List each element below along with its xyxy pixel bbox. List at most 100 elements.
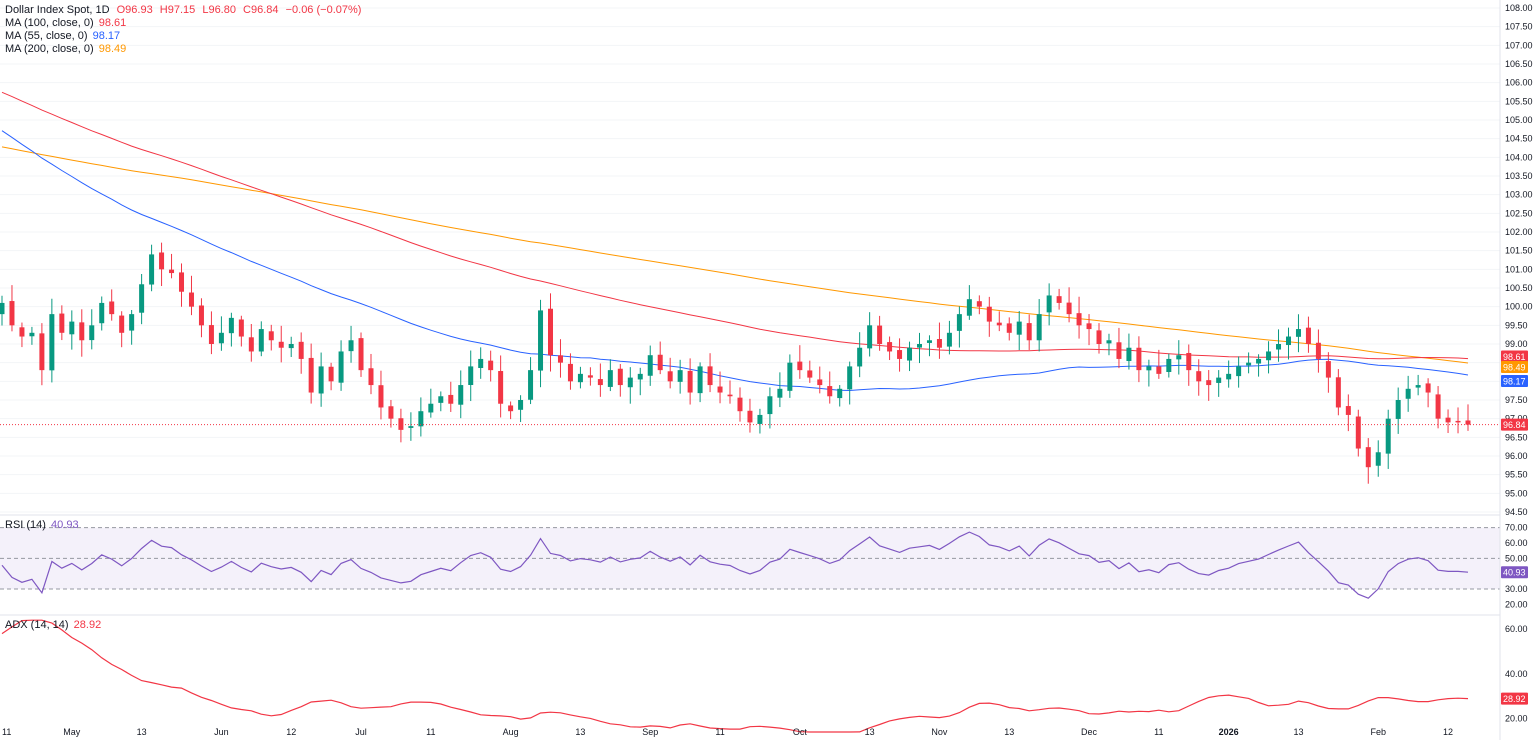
price-axis[interactable]: 94.5095.0095.5096.0096.5097.0097.5098.00… (1505, 3, 1533, 517)
candle-body (797, 361, 803, 371)
candle-body (188, 292, 194, 307)
candle-body (368, 368, 374, 386)
price-tick-label: 103.50 (1505, 171, 1533, 181)
rsi-badge: 40.93 (1503, 568, 1526, 578)
time-axis[interactable]: 11 May 13 Jun 12 Jul 11 Aug 13 Sep 11 Oct 13 Nov 13 Dec… (2, 727, 1453, 737)
time-tick-label: 13 (1004, 727, 1014, 737)
price-tick-label: 105.00 (1505, 115, 1533, 125)
candle-body (169, 269, 175, 274)
candle-body (707, 366, 713, 386)
candle-body (936, 339, 942, 348)
adx-axis[interactable]: 20.00 40.00 60.00 (1505, 624, 1528, 723)
candle-body (458, 385, 464, 405)
candle-body (667, 371, 673, 382)
price-tick-label: 105.50 (1505, 96, 1533, 106)
candlestick-series (0, 242, 1471, 484)
candle-body (827, 386, 833, 397)
candle-body (1325, 361, 1331, 378)
time-tick-label: 11 (2, 727, 11, 737)
ma200-line (1, 146, 1469, 364)
candle-body (49, 314, 55, 371)
candle-body (1186, 352, 1192, 371)
candle-body (1465, 420, 1471, 425)
rsi-tick-label: 30.00 (1505, 584, 1528, 594)
last-price-badge: 96.84 (1503, 420, 1526, 430)
candle-body (837, 388, 843, 399)
candle-body (1276, 344, 1282, 350)
price-tick-label: 96.00 (1505, 451, 1528, 461)
adx-tick-label: 40.00 (1505, 669, 1528, 679)
candle-body (1126, 347, 1132, 362)
ma100-label: MA (100, close, 0) (5, 17, 94, 29)
ma100-legend[interactable]: MA (100, close, 0) 98.61 (5, 17, 126, 30)
candle-body (418, 411, 424, 427)
candle-body (1335, 377, 1341, 408)
candle-body (328, 366, 334, 382)
rsi-tick-label: 20.00 (1505, 599, 1528, 609)
time-tick-label: 11 (715, 727, 724, 737)
candle-body (228, 317, 234, 334)
candle-body (587, 375, 593, 378)
candle-body (867, 325, 873, 349)
candle-body (986, 306, 992, 322)
candle-body (1455, 420, 1461, 423)
candle-body (996, 322, 1002, 326)
adx-badge-bg (1501, 692, 1528, 705)
candle-body (757, 414, 763, 424)
time-tick-label: 2026 (1219, 727, 1239, 737)
ma200-value: 98.49 (98, 43, 127, 55)
candle-body (308, 357, 314, 393)
adx-pane[interactable] (1, 619, 1469, 733)
ohlc-legend[interactable]: Dollar Index Spot, 1D O96.93 H97.15 L96.… (5, 4, 361, 17)
ma55-line (1, 130, 1469, 392)
candle-body (69, 321, 75, 335)
candle-body (1176, 355, 1182, 360)
candle-body (1365, 447, 1371, 468)
candle-body (438, 396, 444, 403)
candle-body (1375, 452, 1381, 466)
ma200-badge: 98.49 (1503, 363, 1526, 373)
candle-body (378, 385, 384, 408)
rsi-line (1, 531, 1469, 599)
candle-body (428, 403, 434, 413)
symbol-title[interactable]: Dollar Index Spot, 1D (5, 4, 110, 16)
candle-body (1256, 358, 1262, 364)
candle-body (29, 332, 35, 337)
candle-body (1026, 323, 1032, 341)
candle-body (1355, 416, 1361, 449)
candle-body (488, 360, 494, 371)
price-tick-label: 104.00 (1505, 152, 1533, 162)
adx-line (1, 619, 1469, 733)
time-tick-label: Feb (1370, 727, 1386, 737)
rsi-legend[interactable]: RSI (14) 40.93 (5, 519, 79, 532)
candle-body (1106, 340, 1112, 344)
ma200-legend[interactable]: MA (200, close, 0) 98.49 (5, 43, 126, 56)
candle-body (19, 327, 25, 337)
time-tick-label: Jul (355, 727, 367, 737)
ma100-value: 98.61 (98, 17, 127, 29)
ma55-legend[interactable]: MA (55, close, 0) 98.17 (5, 30, 120, 43)
candle-body (268, 331, 274, 341)
ma200-label: MA (200, close, 0) (5, 43, 94, 55)
candle-body (39, 333, 45, 371)
candle-body (617, 368, 623, 386)
candle-body (518, 400, 524, 410)
adx-legend[interactable]: ADX (14, 14) 28.92 (5, 619, 101, 632)
rsi-pane[interactable] (0, 527, 1500, 599)
adx-tick-label: 20.00 (1505, 714, 1528, 724)
main-price-pane[interactable] (0, 7, 1500, 513)
price-tick-label: 108.00 (1505, 3, 1533, 13)
price-tick-label: 103.00 (1505, 190, 1533, 200)
price-tick-label: 94.50 (1505, 507, 1528, 517)
candle-body (1385, 418, 1391, 454)
candle-body (318, 366, 324, 394)
price-tick-label: 106.00 (1505, 78, 1533, 88)
ma55-badge: 98.17 (1503, 376, 1526, 386)
time-tick-label: Jun (214, 727, 229, 737)
time-tick-label: 13 (575, 727, 585, 737)
candle-body (179, 272, 185, 292)
time-tick-label: 13 (1293, 727, 1303, 737)
